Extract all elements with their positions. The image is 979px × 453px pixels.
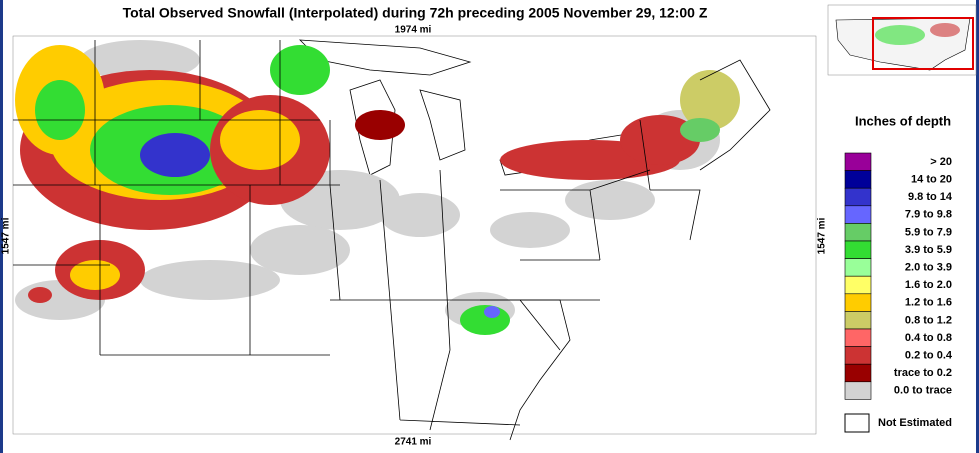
- legend-label: 7.9 to 9.8: [905, 209, 952, 221]
- right-distance: 1547 mi: [817, 217, 828, 254]
- legend-swatch: [844, 187, 872, 207]
- legend-label: 2.0 to 3.9: [905, 262, 952, 274]
- legend: > 20 14 to 20 9.8 to 14 7.9 to 9.8 5.9 to 7.…: [844, 152, 953, 433]
- title: Total Observed Snowfall (Interpolated) d…: [123, 5, 708, 21]
- legend-label: 14 to 20: [911, 174, 952, 186]
- legend-label: 5.9 to 7.9: [905, 226, 952, 238]
- legend-title: Inches of depth: [855, 113, 951, 128]
- legend-swatch: [844, 205, 872, 224]
- legend-label: 0.4 to 0.8: [905, 332, 952, 344]
- map: [12, 35, 817, 441]
- legend-swatch: [844, 223, 872, 242]
- legend-swatch: [844, 258, 872, 277]
- top-distance: 1974 mi: [395, 25, 432, 36]
- legend-swatch: [844, 311, 872, 330]
- legend-label: trace to 0.2: [894, 367, 952, 379]
- legend-label: 0.8 to 1.2: [905, 314, 952, 326]
- legend-swatch: [844, 381, 872, 400]
- legend-swatch: [844, 328, 872, 347]
- legend-label: 9.8 to 14: [908, 191, 953, 203]
- legend-label: 3.9 to 5.9: [905, 244, 952, 256]
- legend-swatch: [844, 363, 872, 383]
- legend-swatch: [844, 152, 872, 171]
- legend-swatch: [844, 293, 872, 312]
- left-distance: 1547 mi: [1, 217, 12, 254]
- legend-label: 1.6 to 2.0: [905, 279, 952, 291]
- legend-swatch: [844, 413, 870, 433]
- legend-label: > 20: [930, 156, 952, 168]
- right-edge: [976, 0, 979, 453]
- bottom-distance: 2741 mi: [395, 437, 432, 448]
- legend-swatch: [844, 275, 872, 295]
- legend-label: 0.0 to trace: [894, 385, 952, 397]
- legend-label: Not Estimated: [878, 417, 952, 429]
- left-edge: [0, 0, 3, 453]
- legend-swatch: [844, 346, 872, 365]
- legend-swatch: [844, 170, 872, 189]
- inset-map: [827, 4, 977, 76]
- legend-swatch: [844, 240, 872, 259]
- legend-label: 0.2 to 0.4: [905, 350, 953, 362]
- legend-label: 1.2 to 1.6: [905, 297, 952, 309]
